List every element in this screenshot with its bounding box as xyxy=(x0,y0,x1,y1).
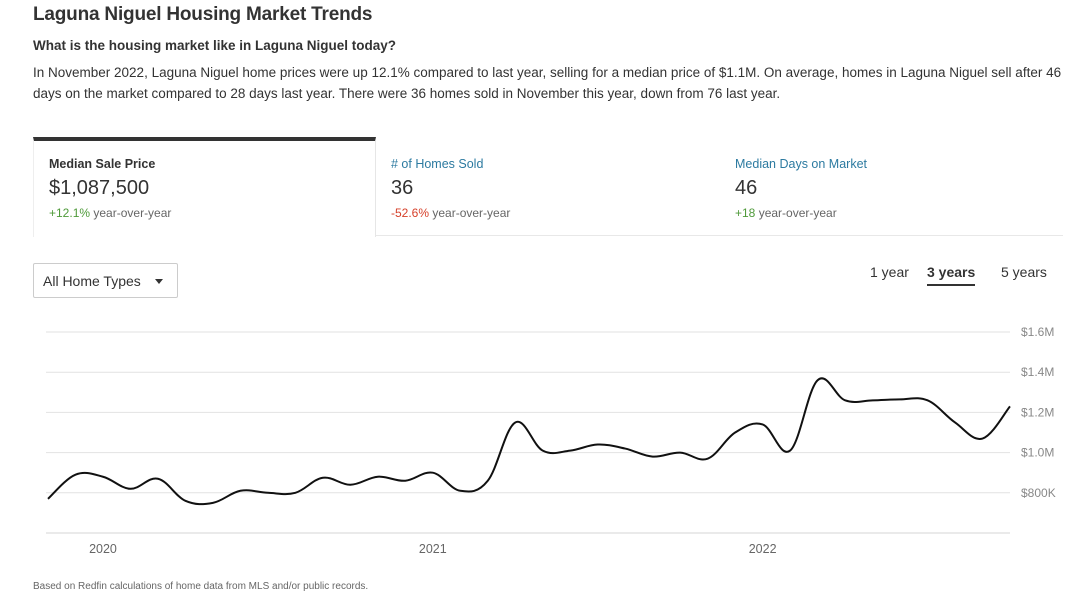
change-value: +18 xyxy=(735,206,756,220)
x-tick-label: 2020 xyxy=(89,542,117,556)
home-type-select[interactable]: All Home Types xyxy=(33,263,178,298)
stat-label: Median Days on Market xyxy=(735,157,868,171)
data-point xyxy=(732,430,738,436)
data-point xyxy=(1007,403,1013,409)
stat-value: 36 xyxy=(391,177,414,199)
data-point xyxy=(210,500,216,506)
data-point xyxy=(677,450,683,456)
y-tick-label: $800K xyxy=(1021,486,1056,500)
x-tick-label: 2021 xyxy=(419,542,447,556)
data-point xyxy=(650,454,656,460)
data-point xyxy=(595,442,601,448)
data-point xyxy=(237,488,243,494)
data-point xyxy=(842,397,848,403)
change-suffix: year-over-year xyxy=(755,206,837,220)
data-point xyxy=(182,498,188,504)
data-point xyxy=(622,446,628,452)
stat-change: -52.6% year-over-year xyxy=(391,206,704,220)
home-type-value: All Home Types xyxy=(43,273,141,289)
page-title: Laguna Niguel Housing Market Trends xyxy=(33,4,373,25)
range-1-year[interactable]: 1 year xyxy=(870,264,909,280)
data-point xyxy=(897,396,903,402)
stat-value: 46 xyxy=(735,177,758,199)
data-point xyxy=(787,448,793,454)
data-point xyxy=(45,496,51,502)
data-point xyxy=(347,482,353,488)
data-point xyxy=(375,474,381,480)
y-tick-label: $1.6M xyxy=(1021,325,1054,339)
data-point xyxy=(457,488,463,494)
data-point xyxy=(72,472,78,478)
footnote: Based on Redfin calculations of home dat… xyxy=(33,581,369,592)
data-point xyxy=(925,397,931,403)
median-price-line xyxy=(47,377,1011,506)
time-range-selector: 1 year 3 years 5 years xyxy=(870,264,1060,290)
stat-label: Median Sale Price xyxy=(49,157,156,171)
data-point xyxy=(265,490,271,496)
change-value: -52.6% xyxy=(391,206,430,220)
caret-down-icon xyxy=(155,279,163,284)
page-subtitle: What is the housing market like in Lagun… xyxy=(33,38,397,53)
data-point xyxy=(815,377,821,383)
change-suffix: year-over-year xyxy=(429,206,511,220)
stat-value: $1,087,500 xyxy=(49,177,150,199)
stat-label: # of Homes Sold xyxy=(391,157,484,171)
y-tick-label: $1.4M xyxy=(1021,365,1054,379)
data-point xyxy=(952,419,958,425)
data-point xyxy=(292,490,298,496)
data-point xyxy=(127,486,133,492)
data-point xyxy=(760,421,766,427)
tab-median-sale-price[interactable]: Median Sale Price $1,087,500 +12.1% year… xyxy=(33,137,376,237)
stat-change: +12.1% year-over-year xyxy=(49,206,360,220)
y-tick-label: $1.0M xyxy=(1021,446,1054,460)
data-point xyxy=(100,474,106,480)
data-point xyxy=(402,478,408,484)
data-point xyxy=(155,476,161,482)
data-point xyxy=(540,448,546,454)
data-point xyxy=(870,397,876,403)
change-suffix: year-over-year xyxy=(90,206,172,220)
median-sale-price-chart: $800K $1.0M $1.2M $1.4M $1.6M 2020 2021 2022 xyxy=(45,325,1056,556)
data-point xyxy=(567,448,573,454)
change-value: +12.1% xyxy=(49,206,91,220)
range-5-years[interactable]: 5 years xyxy=(1001,264,1047,280)
data-point xyxy=(512,419,518,425)
tab-median-days-on-market[interactable]: Median Days on Market 46 +18 year-over-y… xyxy=(720,137,1063,236)
y-tick-label: $1.2M xyxy=(1021,405,1054,419)
market-summary: In November 2022, Laguna Niguel home pri… xyxy=(33,65,1062,101)
data-point xyxy=(430,470,436,476)
stat-change: +18 year-over-year xyxy=(735,206,1048,220)
data-point xyxy=(320,475,326,481)
tab-homes-sold[interactable]: # of Homes Sold 36 -52.6% year-over-year xyxy=(376,137,719,236)
range-3-years[interactable]: 3 years xyxy=(927,264,976,286)
stats-tabs: Median Sale Price $1,087,500 +12.1% year… xyxy=(33,137,1063,237)
x-tick-label: 2022 xyxy=(749,542,777,556)
data-point xyxy=(485,478,491,484)
data-point xyxy=(705,456,711,462)
data-point xyxy=(980,436,986,442)
